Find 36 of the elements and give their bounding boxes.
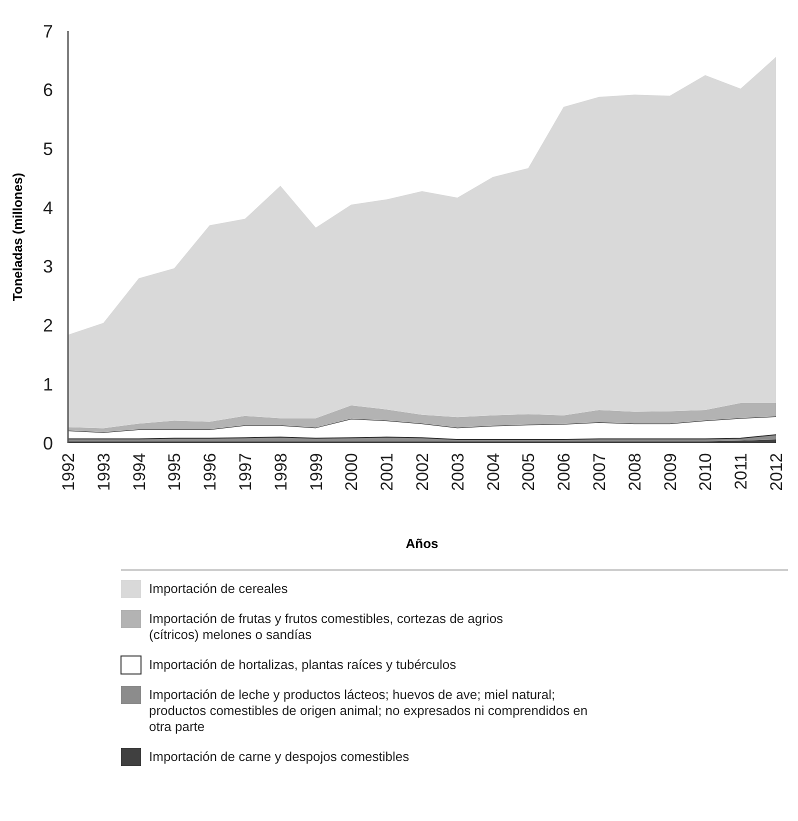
x-tick-label: 2002 (413, 453, 432, 491)
legend-label: Importación de cereales (149, 581, 288, 596)
x-tick-label: 2010 (696, 453, 716, 491)
x-tick-label: 1999 (306, 453, 326, 491)
y-tick-label: 0 (42, 433, 54, 454)
x-tick-label: 1993 (94, 453, 114, 491)
y-tick-label: 5 (42, 139, 54, 160)
x-tick-label: 2000 (342, 453, 362, 491)
y-axis-title: Toneladas (millones) (10, 172, 25, 302)
x-tick-label: 2007 (590, 453, 609, 491)
x-tick-label: 2009 (660, 453, 680, 491)
y-tick-label: 1 (42, 374, 54, 394)
x-tick-label: 2005 (519, 453, 538, 491)
x-tick-label: 2012 (767, 453, 786, 491)
x-tick-label: 1992 (59, 453, 78, 491)
x-tick-label: 1994 (130, 453, 149, 491)
legend-label: Importación de frutas y frutos comestibles, cortezas de agrios (cítricos) melones o sandías (149, 611, 504, 642)
x-tick-label: 1996 (200, 453, 220, 491)
x-tick-label: 2003 (448, 453, 468, 491)
y-tick-label: 7 (42, 21, 54, 42)
x-tick-label: 2008 (625, 453, 644, 491)
y-tick-label: 2 (42, 316, 54, 336)
x-tick-label: 2004 (484, 453, 503, 491)
legend-label: Importación de carne y despojos comestibles (149, 749, 410, 764)
x-tick-label: 2006 (554, 453, 574, 491)
x-tick-label: 2011 (732, 453, 751, 490)
x-tick-label: 2001 (378, 453, 397, 491)
y-tick-label: 3 (42, 256, 54, 277)
legend-label: Importación de leche y productos lácteos; huevos de ave; miel natural; productos comestibles de origen animal; no expresados ni comprendidos en otra parte (149, 687, 588, 734)
x-axis-title: Años (406, 536, 438, 551)
y-tick-label: 6 (42, 80, 54, 100)
x-tick-label: 1995 (165, 453, 184, 491)
x-tick-label: 1997 (236, 453, 255, 491)
x-tick-label: 1998 (271, 453, 290, 491)
legend-label: Importación de hortalizas, plantas raíces y tubérculos (149, 657, 457, 672)
y-tick-label: 4 (42, 198, 54, 218)
